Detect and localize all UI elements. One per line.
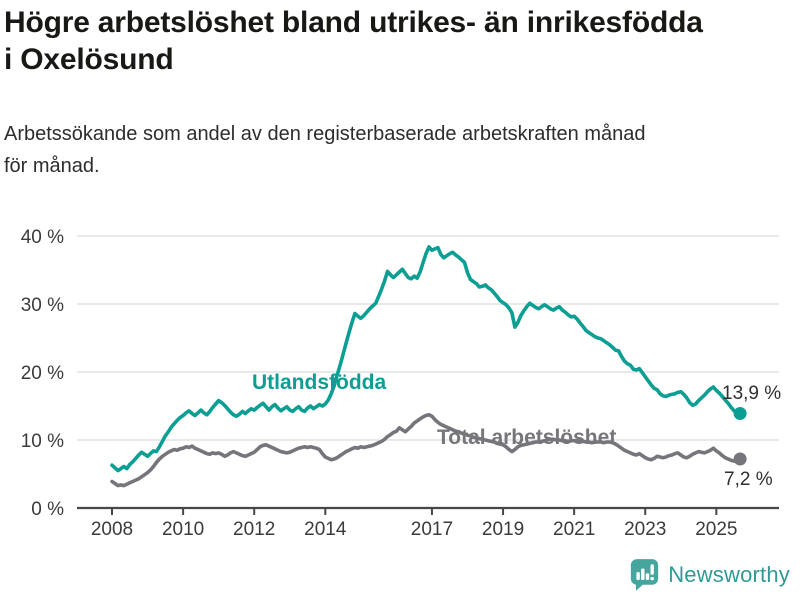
newsworthy-logo: Newsworthy (630, 558, 790, 591)
chart-subtitle: Arbetssökande som andel av den registerb… (4, 123, 646, 177)
newsworthy-wordmark: Newsworthy (668, 561, 790, 587)
series-end-dot-total-arbetsloshet (733, 452, 747, 466)
series-line-utlandsfodda (110, 245, 742, 473)
y-axis-label: 0 % (31, 499, 64, 520)
y-axis-label: 30 % (21, 295, 64, 316)
x-axis-label: 2012 (233, 519, 275, 540)
x-axis-label: 2008 (91, 519, 133, 540)
x-axis-label: 2019 (482, 519, 524, 540)
chart-title: Högre arbetslöshet bland utrikes- än inr… (4, 6, 703, 77)
y-axis-label: 10 % (21, 431, 64, 452)
x-axis-label: 2014 (304, 519, 347, 540)
x-axis-label: 2025 (695, 519, 737, 540)
y-axis-label: 20 % (21, 363, 64, 384)
end-value-label-utlandsfodda: 13,9 % (722, 383, 781, 404)
series-line-total-arbetsloshet (110, 412, 742, 488)
series-end-dot-utlandsfodda (733, 407, 747, 420)
end-value-label-total-arbetsloshet: 7,2 % (724, 469, 773, 490)
series-label-total-arbetsloshet: Total arbetslöshet (437, 426, 616, 449)
x-axis-label: 2010 (162, 519, 204, 540)
x-axis-label: 2023 (624, 519, 666, 540)
x-axis-label: 2021 (553, 519, 595, 540)
series-label-utlandsfodda: Utlandsfödda (252, 371, 386, 394)
newsworthy-bar-chart-bubble-icon (631, 559, 659, 591)
x-axis-label: 2017 (411, 519, 453, 540)
y-axis-label: 40 % (21, 227, 64, 248)
